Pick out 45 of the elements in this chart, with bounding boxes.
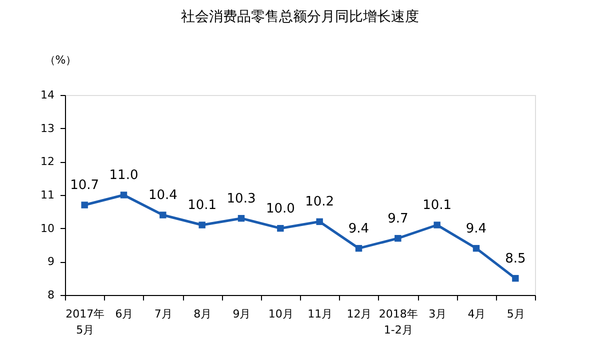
- y-tick-label: 8: [48, 288, 54, 302]
- point: [394, 234, 402, 242]
- data-label: 9.4: [466, 221, 487, 236]
- point: [316, 218, 323, 226]
- data-label: 10.3: [226, 191, 256, 206]
- x-tick-label: 5月: [506, 308, 525, 320]
- point: [81, 202, 88, 208]
- x-tick-label: 9月: [232, 308, 251, 320]
- point: [472, 244, 480, 252]
- x-tick-label: 7月: [154, 308, 172, 320]
- point: [198, 222, 206, 228]
- point: [238, 214, 245, 222]
- y-tick-label: 14: [40, 88, 54, 102]
- data-label: 9.4: [348, 221, 370, 236]
- y-tick-label: 13: [40, 122, 54, 135]
- data-label: 10.1: [188, 198, 217, 213]
- y-tick-label: 9: [48, 255, 54, 268]
- x-tick-label: 10月: [268, 308, 294, 320]
- chart-title: 社会消费品零售总额分月同比增长速度: [181, 9, 419, 25]
- y-axis-title: （%）: [44, 54, 77, 66]
- point: [434, 222, 440, 228]
- point: [120, 192, 128, 198]
- x-tick-label: 2018年 1-2月: [378, 308, 418, 336]
- y-tick-label: 11: [40, 188, 54, 202]
- x-tick-label: 2017年 5月: [66, 308, 105, 336]
- data-label: 10.4: [148, 188, 178, 203]
- y-tick-label: 12: [40, 155, 54, 168]
- x-tick-label: 4月: [468, 308, 486, 320]
- y-tick-label: 10: [40, 222, 54, 235]
- data-label: 10.7: [70, 178, 100, 193]
- data-label: 8.5: [505, 251, 526, 266]
- data-label: 10.0: [266, 201, 295, 216]
- x-tick-label: 6月: [115, 308, 134, 320]
- x-tick-label: 8月: [194, 308, 212, 320]
- point: [512, 274, 519, 282]
- data-label: 9.7: [388, 211, 408, 226]
- data-label: 10.2: [305, 194, 334, 210]
- data-label: 10.1: [422, 198, 452, 213]
- data-label: 11.0: [109, 168, 138, 183]
- point: [277, 224, 284, 232]
- x-tick-label: 3月: [428, 308, 447, 320]
- x-tick-label: 11月: [308, 308, 333, 320]
- x-tick-label: 12月: [346, 308, 372, 320]
- point: [355, 244, 362, 252]
- point: [160, 212, 166, 218]
